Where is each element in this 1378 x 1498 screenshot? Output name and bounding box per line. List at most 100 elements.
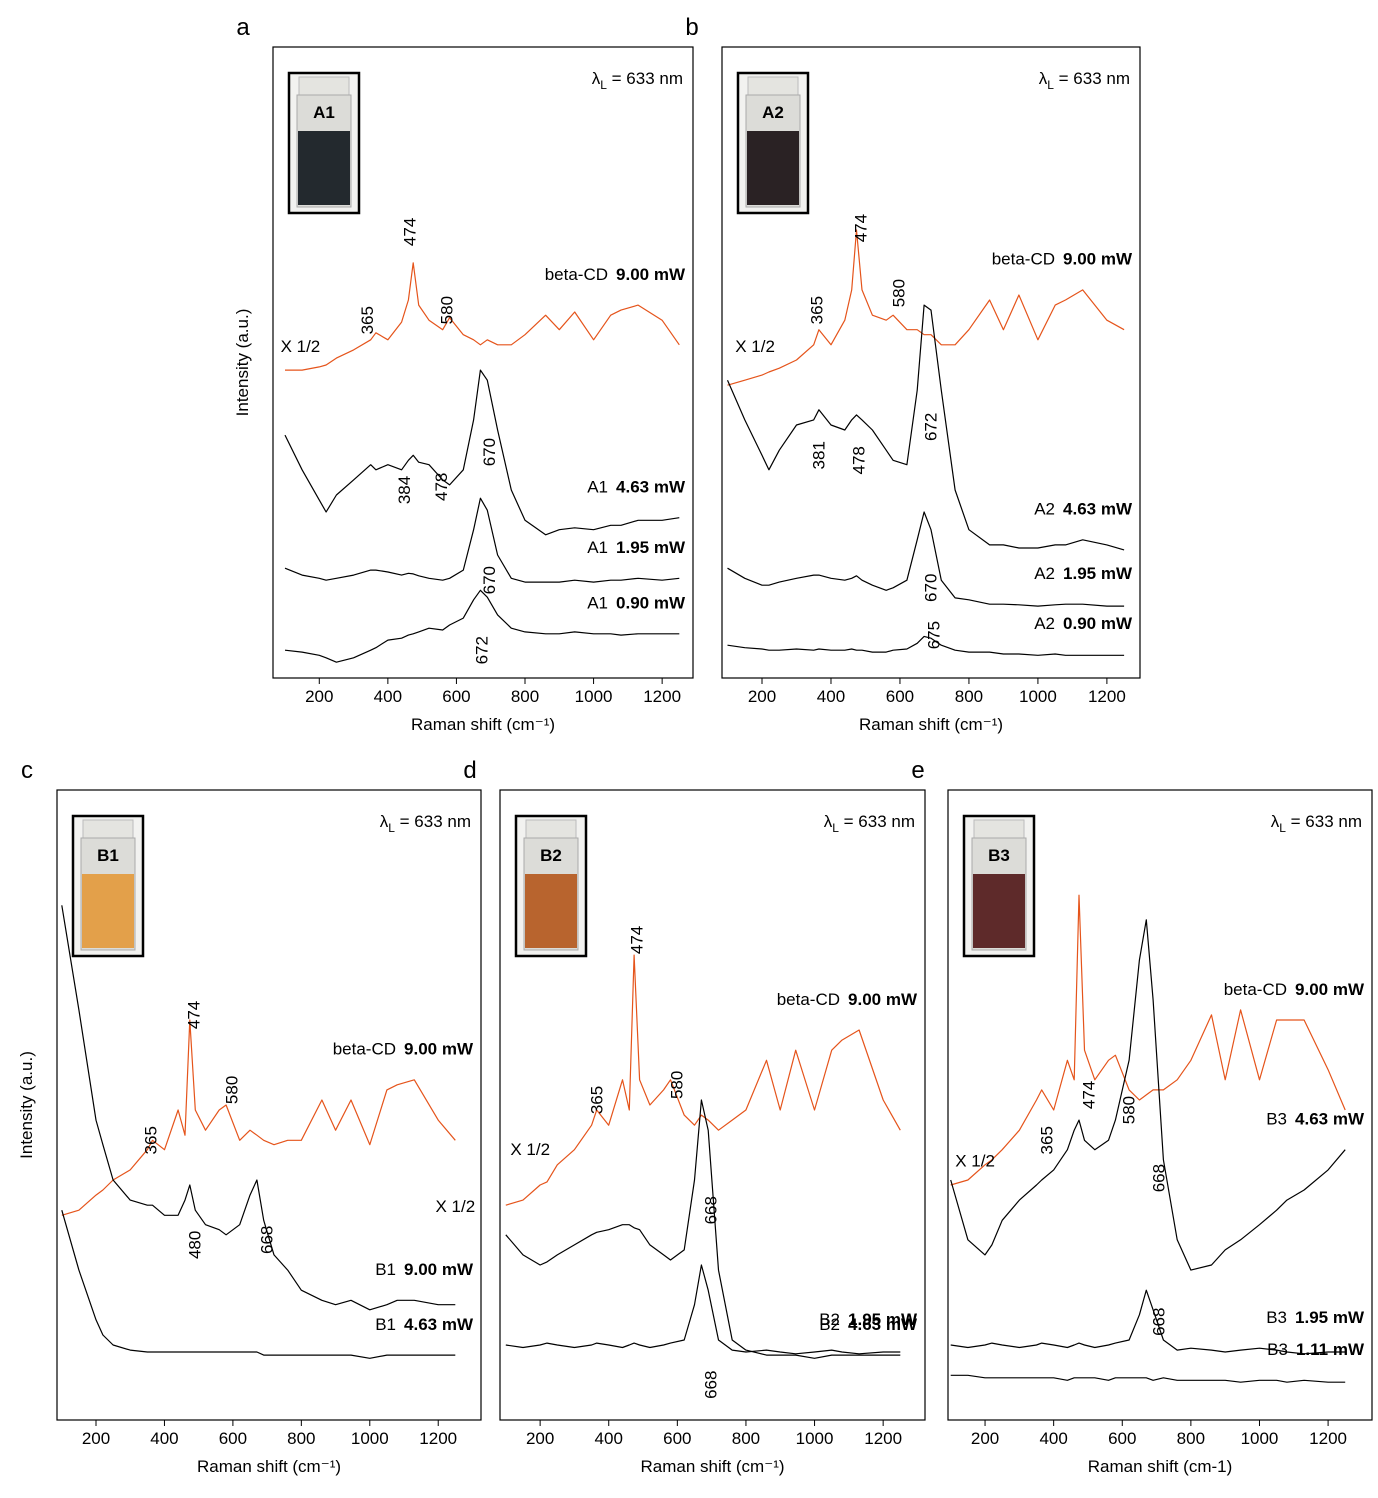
series-power: 4.63 mW (848, 1315, 918, 1334)
series-power: 4.63 mW (1063, 500, 1133, 519)
x-tick-label: 1000 (351, 1429, 389, 1448)
series-power: 9.00 mW (1063, 250, 1133, 269)
series-name: beta-CD (777, 990, 840, 1009)
laser-sub: L (832, 821, 839, 835)
x-axis-label: Raman shift (cm⁻¹) (859, 715, 1003, 734)
laser-sub: L (1279, 821, 1286, 835)
spectrum (505, 954, 901, 1206)
peak-label: 675 (924, 621, 943, 649)
series-power: 9.00 mW (404, 1040, 474, 1059)
series-name: B1 (375, 1260, 396, 1279)
spectrum (950, 919, 1346, 1271)
spectrum (284, 497, 680, 583)
spectrum (505, 1099, 901, 1359)
peak-label: 478 (849, 446, 868, 474)
x-axis-label: Raman shift (cm-1) (1088, 1457, 1233, 1476)
panel-letter: b (685, 14, 698, 41)
peak-label: 365 (1038, 1126, 1057, 1154)
peak-label: 580 (223, 1076, 242, 1104)
vial-cap (298, 76, 350, 96)
spectrum (61, 1210, 456, 1359)
peak-label: 668 (701, 1196, 720, 1224)
y-axis-label: Intensity (a.u.) (17, 1051, 36, 1159)
x-tick-label: 200 (526, 1429, 554, 1448)
spectrum (726, 304, 1125, 551)
x-tick-label: 600 (219, 1429, 247, 1448)
x-tick-label: 400 (150, 1429, 178, 1448)
series-power: 1.95 mW (616, 538, 686, 557)
peak-label: 474 (184, 1001, 203, 1029)
series-name: A2 (1034, 500, 1055, 519)
peak-label: 478 (432, 473, 451, 501)
series-name: beta-CD (545, 265, 608, 284)
series-power: 9.00 mW (1295, 980, 1365, 999)
x-tick-label: 200 (305, 687, 333, 706)
series-power: 1.95 mW (1295, 1308, 1365, 1327)
scale-annotation: X 1/2 (510, 1140, 550, 1159)
series-name: A1 (587, 477, 608, 496)
panel-letter: c (21, 757, 33, 784)
plot-frame (272, 46, 694, 679)
x-tick-label: 800 (287, 1429, 315, 1448)
series-name: B2 (819, 1310, 840, 1329)
series-power: 1.95 mW (848, 1310, 918, 1329)
panel-letter: a (236, 14, 250, 41)
inset-label: B2 (540, 846, 562, 865)
vial-liquid (747, 131, 799, 205)
x-tick-label: 600 (886, 687, 914, 706)
series-name: B2 (819, 1315, 840, 1334)
laser-label: λL = 633 nm (824, 812, 915, 835)
plot-frame (56, 789, 482, 1421)
x-axis-label: Raman shift (cm⁻¹) (197, 1457, 341, 1476)
peak-label: 668 (1149, 1308, 1168, 1336)
scale-annotation: X 1/2 (435, 1197, 475, 1216)
vial-liquid (973, 874, 1025, 948)
spectrum (727, 511, 1125, 607)
series-name: beta-CD (1224, 980, 1287, 999)
y-axis-label: Intensity (a.u.) (233, 309, 252, 417)
vial-liquid (298, 131, 350, 205)
x-tick-label: 400 (595, 1429, 623, 1448)
vial-cap (973, 819, 1025, 839)
series-power: 4.63 mW (1295, 1110, 1365, 1129)
x-tick-label: 200 (748, 687, 776, 706)
peak-label: 384 (395, 476, 414, 504)
x-tick-label: 1000 (1241, 1429, 1279, 1448)
laser-label: λL = 633 nm (1039, 69, 1130, 92)
laser-sub: L (600, 78, 607, 92)
spectrum (727, 229, 1125, 386)
inset-label: B1 (97, 846, 119, 865)
peak-label: 580 (668, 1071, 687, 1099)
peak-label: 672 (473, 636, 492, 664)
x-tick-label: 1200 (864, 1429, 902, 1448)
peak-label: 365 (142, 1126, 161, 1154)
series-power: 9.00 mW (404, 1260, 474, 1279)
series-name: A1 (587, 538, 608, 557)
x-tick-label: 1000 (796, 1429, 834, 1448)
x-tick-label: 400 (374, 687, 402, 706)
inset-label: A1 (313, 103, 335, 122)
peak-label: 474 (401, 218, 420, 246)
series-power: 4.63 mW (616, 477, 686, 496)
x-axis-label: Raman shift (cm⁻¹) (640, 1457, 784, 1476)
vial-liquid (82, 874, 134, 948)
peak-label: 365 (588, 1086, 607, 1114)
spectrum (61, 905, 456, 1311)
x-tick-label: 800 (1177, 1429, 1205, 1448)
laser-text: = 633 nm (607, 69, 683, 88)
peak-label: 668 (258, 1226, 277, 1254)
series-name: beta-CD (333, 1040, 396, 1059)
scale-annotation: X 1/2 (955, 1152, 995, 1171)
peak-label: 365 (358, 306, 377, 334)
peak-label: 474 (1080, 1081, 1099, 1109)
laser-symbol: λ (1039, 69, 1048, 88)
peak-label: 670 (922, 574, 941, 602)
series-name: A2 (1034, 564, 1055, 583)
x-tick-label: 1200 (1088, 687, 1126, 706)
series-name: B3 (1267, 1340, 1288, 1359)
series-power: 9.00 mW (616, 265, 686, 284)
panel-letter: e (911, 757, 924, 784)
spectrum (285, 262, 680, 371)
